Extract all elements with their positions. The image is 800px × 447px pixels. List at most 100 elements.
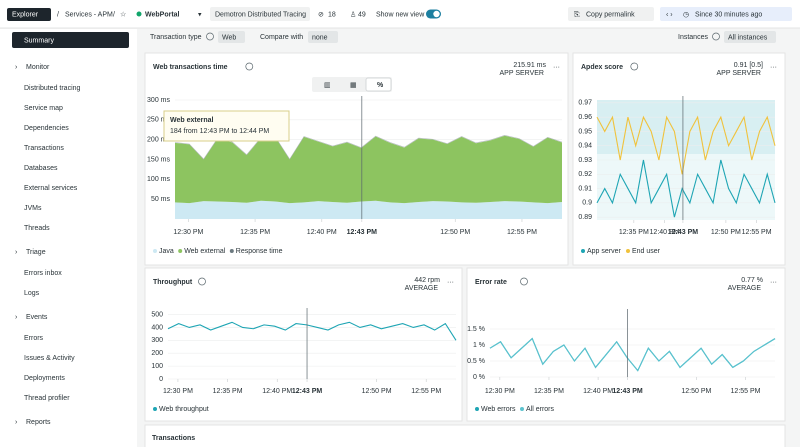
info-icon[interactable] <box>520 277 528 286</box>
nav-groups: › Monitor Distributed tracing Service map De… <box>15 64 81 426</box>
nav-item[interactable]: Threads <box>24 225 50 232</box>
y-tick-label: 0.95 <box>578 128 592 135</box>
nav-caret: › <box>15 419 18 426</box>
y-tick-label: 250 ms <box>147 117 170 124</box>
view-toggle-icon[interactable]: ▥ <box>324 82 331 89</box>
nav-item[interactable]: Issues & Activity <box>24 355 75 362</box>
time-picker[interactable] <box>660 7 792 21</box>
legend-swatch <box>178 249 183 253</box>
y-tick-label: 0.96 <box>578 114 592 121</box>
nav-item[interactable]: Dependencies <box>24 125 69 132</box>
nav-group[interactable]: Triage <box>26 249 46 256</box>
chart-summary: 442 rpm <box>414 277 440 284</box>
y-tick-label: 50 ms <box>151 196 171 203</box>
compare-select[interactable] <box>308 31 338 43</box>
chart-title: Throughput <box>153 279 193 286</box>
x-tick-label: 12:50 PM <box>681 388 711 395</box>
chart-title: Web transactions time <box>153 64 228 71</box>
legend-swatch <box>520 407 524 411</box>
nav-item[interactable]: Logs <box>24 290 40 297</box>
area <box>175 135 562 204</box>
nav-item[interactable]: Deployments <box>24 375 65 382</box>
nav-group[interactable]: Events <box>26 314 48 321</box>
permalink-button[interactable] <box>568 7 654 21</box>
clock-icon: ◷ <box>683 11 689 18</box>
x-tick-label: 12:30 PM <box>485 388 515 395</box>
legend-label[interactable]: App server <box>587 248 622 255</box>
nav-item[interactable]: External services <box>24 185 78 192</box>
nav-item[interactable]: JVMs <box>24 205 42 212</box>
nav-item[interactable]: Databases <box>24 165 58 172</box>
legend-label[interactable]: Web throughput <box>159 406 209 413</box>
legend-label[interactable]: End user <box>632 248 661 255</box>
chart-summary: 0.77 % <box>741 277 763 284</box>
x-tick-label: 12:43 PM <box>612 388 643 395</box>
transaction-type-select[interactable] <box>218 31 245 43</box>
breadcrumb[interactable]: Services - APM <box>65 11 113 18</box>
y-tick-label: 0.97 <box>578 100 592 107</box>
chart-title: Apdex score <box>581 64 623 71</box>
view-toggle-percent[interactable]: % <box>377 82 384 89</box>
more-button[interactable]: ··· <box>447 279 454 286</box>
y-tick-label: 300 ms <box>147 97 170 104</box>
help-icon[interactable] <box>206 32 214 41</box>
time-nav[interactable]: ‹ › <box>666 11 673 18</box>
chart-summary: 215.91 ms <box>513 62 546 69</box>
filter-label: Instances <box>678 34 708 41</box>
x-tick-label: 12:30 PM <box>163 388 193 395</box>
nav-caret: › <box>15 64 18 71</box>
y-tick-label: 0.92 <box>578 171 592 178</box>
nav-item[interactable]: Transactions <box>24 145 64 152</box>
tag-label: Demotron Distributed Tracing <box>215 11 306 18</box>
nav-summary[interactable] <box>12 32 129 48</box>
nav-group[interactable]: Reports <box>26 419 51 426</box>
view-toggle-active[interactable] <box>365 77 392 92</box>
y-tick-label: 200 ms <box>147 137 170 144</box>
y-tick-label: 400 <box>151 324 163 331</box>
x-tick-label: 12:40 PM <box>262 388 292 395</box>
tooltip <box>163 110 290 142</box>
dropdown-caret[interactable]: ▾ <box>198 11 202 18</box>
tags-count[interactable]: 18 <box>328 11 336 18</box>
nav-item[interactable]: Thread profiler <box>24 395 70 402</box>
legend-swatch <box>229 249 234 253</box>
filter-label: Transaction type <box>150 34 202 41</box>
legend-label[interactable]: Web errors <box>481 406 516 413</box>
x-tick-label: 12:55 PM <box>731 388 761 395</box>
nav-group[interactable]: Monitor <box>26 64 50 71</box>
explorer-button[interactable] <box>7 8 51 21</box>
x-tick-label: 12:40 PM <box>583 388 613 395</box>
more-button[interactable]: ··· <box>770 279 777 286</box>
y-tick-label: 0.5 % <box>467 358 485 365</box>
tag-chip[interactable] <box>210 7 310 21</box>
nav-item[interactable]: Service map <box>24 105 63 112</box>
legend-label[interactable]: Response time <box>236 248 283 255</box>
legend-label[interactable]: Java <box>159 248 174 255</box>
area <box>175 200 562 219</box>
star-icon[interactable]: ☆ <box>120 10 126 18</box>
chart-card <box>466 267 786 422</box>
x-tick-label: 12:43 PM <box>668 229 699 236</box>
info-icon[interactable] <box>630 62 639 71</box>
y-tick-label: 0.89 <box>578 214 592 221</box>
info-icon[interactable] <box>198 277 206 286</box>
users-count[interactable]: 49 <box>358 11 366 18</box>
entity-name[interactable]: WebPortal <box>145 11 180 18</box>
legend-label[interactable]: All errors <box>526 406 555 413</box>
info-icon[interactable] <box>245 62 254 71</box>
view-toggle-icon[interactable]: ▦ <box>350 82 357 89</box>
sidebar <box>0 29 137 447</box>
explorer-label: Explorer <box>12 11 39 18</box>
nav-item[interactable]: Errors <box>24 335 44 342</box>
more-button[interactable]: ··· <box>770 64 777 71</box>
y-tick-label: 0.94 <box>578 143 592 150</box>
nav-item[interactable]: Distributed tracing <box>24 85 81 92</box>
more-button[interactable]: ··· <box>553 64 560 71</box>
nav-item[interactable]: Errors inbox <box>24 270 62 277</box>
filter-label: Compare with <box>260 34 303 41</box>
line <box>489 337 776 372</box>
help-icon[interactable] <box>712 32 720 41</box>
legend-label[interactable]: Web external <box>184 248 226 255</box>
instances-select[interactable] <box>724 31 776 43</box>
x-tick-label: 12:35 PM <box>213 388 243 395</box>
